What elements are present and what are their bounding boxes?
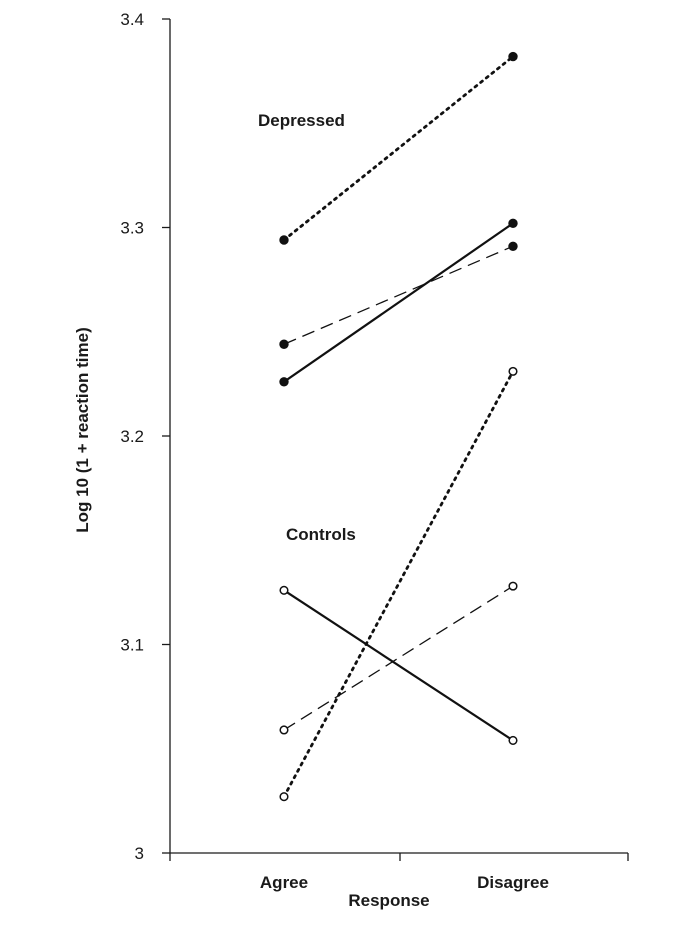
y-tick-label: 3.1: [120, 636, 144, 655]
controls-dotted-point-disagree: [508, 366, 518, 376]
y-tick-label: 3.2: [120, 427, 144, 446]
controls-dashed-point-agree: [279, 725, 289, 735]
depressed-dashed-point-agree: [279, 339, 289, 349]
controls-solid-point-agree: [279, 585, 289, 595]
annotations: Depressed Controls: [258, 111, 356, 544]
depressed-solid-point-agree: [279, 377, 289, 387]
controls-group-label: Controls: [286, 525, 356, 544]
depressed-dotted-series-line: [282, 55, 515, 242]
depressed-solid-point-disagree: [508, 218, 518, 229]
x-tick-label: Disagree: [477, 873, 549, 892]
controls-dotted-series-line: [282, 369, 515, 799]
controls-solid-point-disagree: [508, 735, 518, 745]
series: [279, 51, 518, 802]
depressed-dashed-point-disagree: [508, 241, 518, 251]
controls-dashed-series-line: [283, 585, 514, 731]
axes: [169, 19, 628, 854]
depressed-solid-series-line: [283, 222, 514, 383]
y-tick-label: 3: [135, 844, 144, 863]
x-axis-title: Response: [348, 891, 429, 910]
depressed-group-label: Depressed: [258, 111, 345, 130]
controls-solid-series-line: [283, 589, 514, 742]
y-ticks: 3 3.1 3.2 3.3 3.4: [120, 10, 170, 863]
x-ticks: Agree Disagree: [169, 853, 629, 892]
x-tick-label: Agree: [260, 873, 308, 892]
controls-dotted-point-agree: [279, 792, 289, 802]
depressed-dotted-point-agree: [279, 235, 289, 245]
depressed-dashed-series-line: [283, 245, 514, 345]
y-tick-label: 3.3: [120, 219, 144, 238]
y-tick-label: 3.4: [120, 10, 144, 29]
controls-dashed-point-disagree: [508, 581, 518, 591]
y-axis-title: Log 10 (1 + reaction time): [73, 327, 92, 532]
depressed-dotted-point-disagree: [508, 51, 518, 62]
